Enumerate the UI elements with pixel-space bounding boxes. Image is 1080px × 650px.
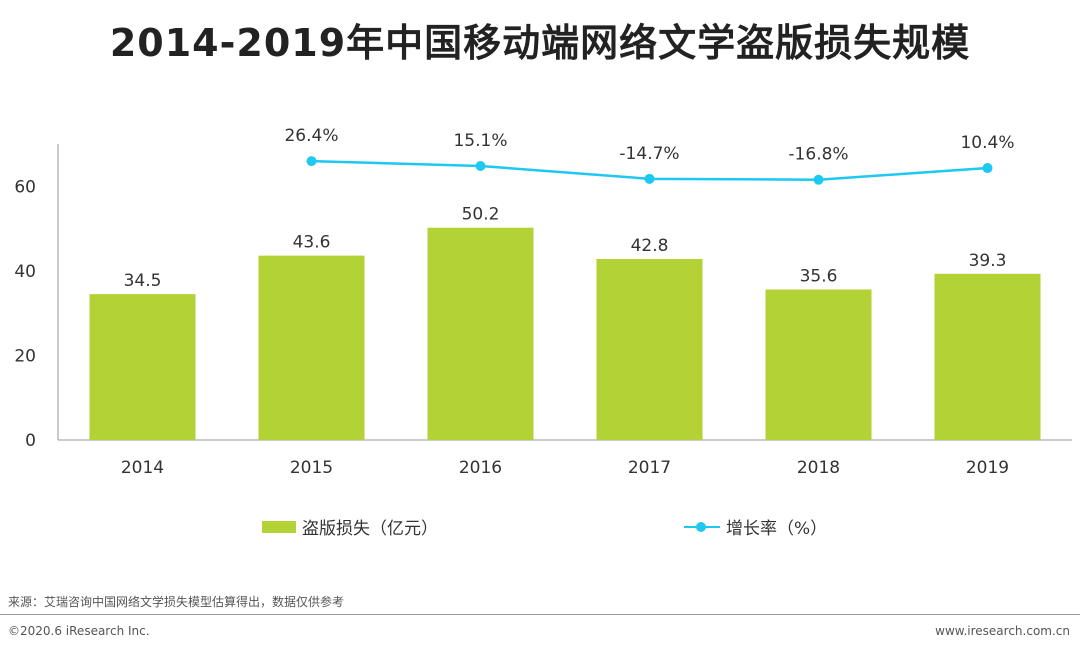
x-tick-label: 2016 <box>459 458 502 478</box>
legend-line-swatch <box>684 521 720 533</box>
y-tick-label: 40 <box>14 262 36 282</box>
bar <box>258 255 365 440</box>
bar <box>596 259 703 440</box>
bar-value-label: 43.6 <box>293 233 331 253</box>
bar-value-label: 39.3 <box>969 251 1007 271</box>
y-tick-label: 0 <box>25 431 36 451</box>
legend-bar-item: 盗版损失（亿元） <box>262 514 438 539</box>
bar <box>765 289 872 440</box>
bar-value-label: 34.5 <box>124 271 162 291</box>
bar <box>89 294 196 440</box>
growth-rate-point <box>306 156 317 167</box>
footer-divider <box>0 614 1080 615</box>
website-link[interactable]: www.iresearch.com.cn <box>935 624 1070 638</box>
legend-line-item: 增长率（%） <box>684 514 827 539</box>
legend-bar-label: 盗版损失（亿元） <box>302 519 438 539</box>
growth-rate-point <box>813 174 824 185</box>
growth-rate-label: 10.4% <box>960 133 1014 153</box>
bar-value-label: 35.6 <box>800 266 838 286</box>
growth-rate-label: -16.8% <box>788 145 848 165</box>
x-tick-label: 2015 <box>290 458 333 478</box>
growth-rate-label: -14.7% <box>619 144 679 164</box>
x-tick-label: 2014 <box>121 458 164 478</box>
growth-rate-label: 26.4% <box>284 126 338 146</box>
source-note: 来源：艾瑞咨询中国网络文学损失模型估算得出，数据仅供参考 <box>8 595 345 609</box>
growth-rate-point <box>475 161 486 172</box>
y-tick-label: 20 <box>14 346 36 366</box>
copyright: ©2020.6 iResearch Inc. <box>8 624 150 638</box>
chart-title: 2014-2019年中国移动端网络文学盗版损失规模 <box>109 21 971 65</box>
legend-line-label: 增长率（%） <box>726 519 828 539</box>
growth-rate-point <box>644 173 655 184</box>
y-tick-label: 60 <box>14 177 36 197</box>
x-tick-label: 2018 <box>797 458 840 478</box>
legend-bar-swatch <box>262 520 296 533</box>
growth-rate-label: 15.1% <box>453 131 507 151</box>
x-tick-label: 2017 <box>628 458 671 478</box>
growth-rate-point <box>982 163 993 174</box>
bar <box>934 273 1041 440</box>
bar-value-label: 50.2 <box>462 205 500 225</box>
bar-value-label: 42.8 <box>631 236 669 256</box>
x-tick-label: 2019 <box>966 458 1009 478</box>
bar <box>427 227 534 440</box>
